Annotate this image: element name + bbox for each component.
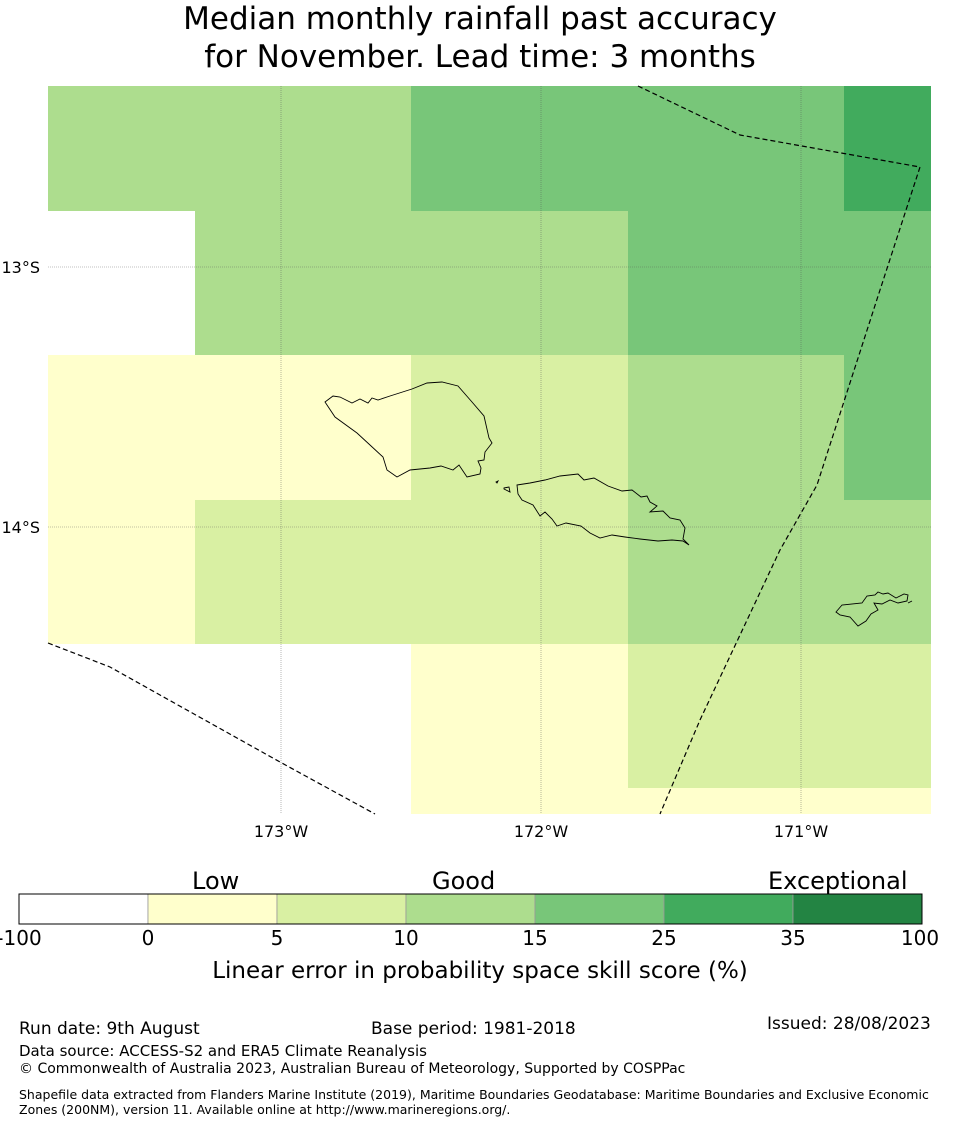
colorbar-swatch [18,893,149,925]
colorbar-swatch [147,893,278,925]
grid-cell [628,355,844,500]
colorbar-tick: 15 [522,926,548,950]
grid-cell [411,86,844,211]
colorbar-tick: 25 [651,926,677,950]
island-savaii [324,381,493,478]
colorbar-category-good: Good [432,867,496,895]
colorbar-tick: 100 [900,926,940,950]
colorbar-category-low: Low [192,867,240,895]
lon-label-172w: 172°W [514,822,569,841]
base-period: Base period: 1981-2018 [371,1019,576,1039]
colorbar-tick: -100 [0,926,42,950]
colorbar-tick: 5 [270,926,284,950]
lon-label-171w: 171°W [774,822,829,841]
data-source: Data source: ACCESS-S2 and ERA5 Climate … [19,1042,427,1060]
colorbar-tick: 35 [780,926,806,950]
lat-label-14s: 14°S [1,518,40,537]
island-apolima [495,479,511,493]
grid-cell [844,86,931,211]
shapefile-credit: Shapefile data extracted from Flanders M… [19,1087,929,1117]
colorbar-frame [18,893,923,925]
grid-cell [411,644,628,814]
colorbar-swatches [18,893,923,925]
chart-title-line-1: Median monthly rainfall past accuracy [183,1,777,37]
run-date: Run date: 9th August [19,1019,200,1039]
grid-cell [844,355,931,500]
chart-title: Median monthly rainfall past accuracy fo… [0,0,960,76]
colorbar-title: Linear error in probability space skill … [212,958,748,984]
copyright: © Commonwealth of Australia 2023, Austra… [19,1061,686,1077]
grid-cell [411,355,628,500]
colorbar-swatch [534,893,665,925]
colorbar-swatch [276,893,407,925]
skill-grid [48,86,931,814]
island-tutuila [835,591,913,627]
colorbar-category-exceptional: Exceptional [768,867,908,895]
gridlines [48,86,931,814]
lat-label-13s: 13°S [1,258,40,277]
issued-date: Issued: 28/08/2023 [767,1014,931,1034]
grid-cell [48,500,195,644]
grid-cell [628,644,931,788]
colorbar-swatch [663,893,794,925]
colorbar-tick: 0 [141,926,155,950]
grid-cell [48,355,411,500]
chart-title-line-2: for November. Lead time: 3 months [204,39,756,75]
colorbar-swatch [405,893,536,925]
colorbar-tick: 10 [393,926,419,950]
lon-label-173w: 173°W [254,822,309,841]
grid-cell [628,500,931,644]
map-plot: 13°S 14°S 173°W 172°W 171°W [1,85,931,841]
grid-cell [195,211,628,355]
grid-cell [628,211,931,355]
colorbar-swatch [792,893,923,925]
maritime-boundaries [47,85,921,815]
grid-cell [48,86,411,211]
grid-cell [628,788,931,814]
grid-cell [195,500,628,644]
island-upolu [516,473,690,546]
